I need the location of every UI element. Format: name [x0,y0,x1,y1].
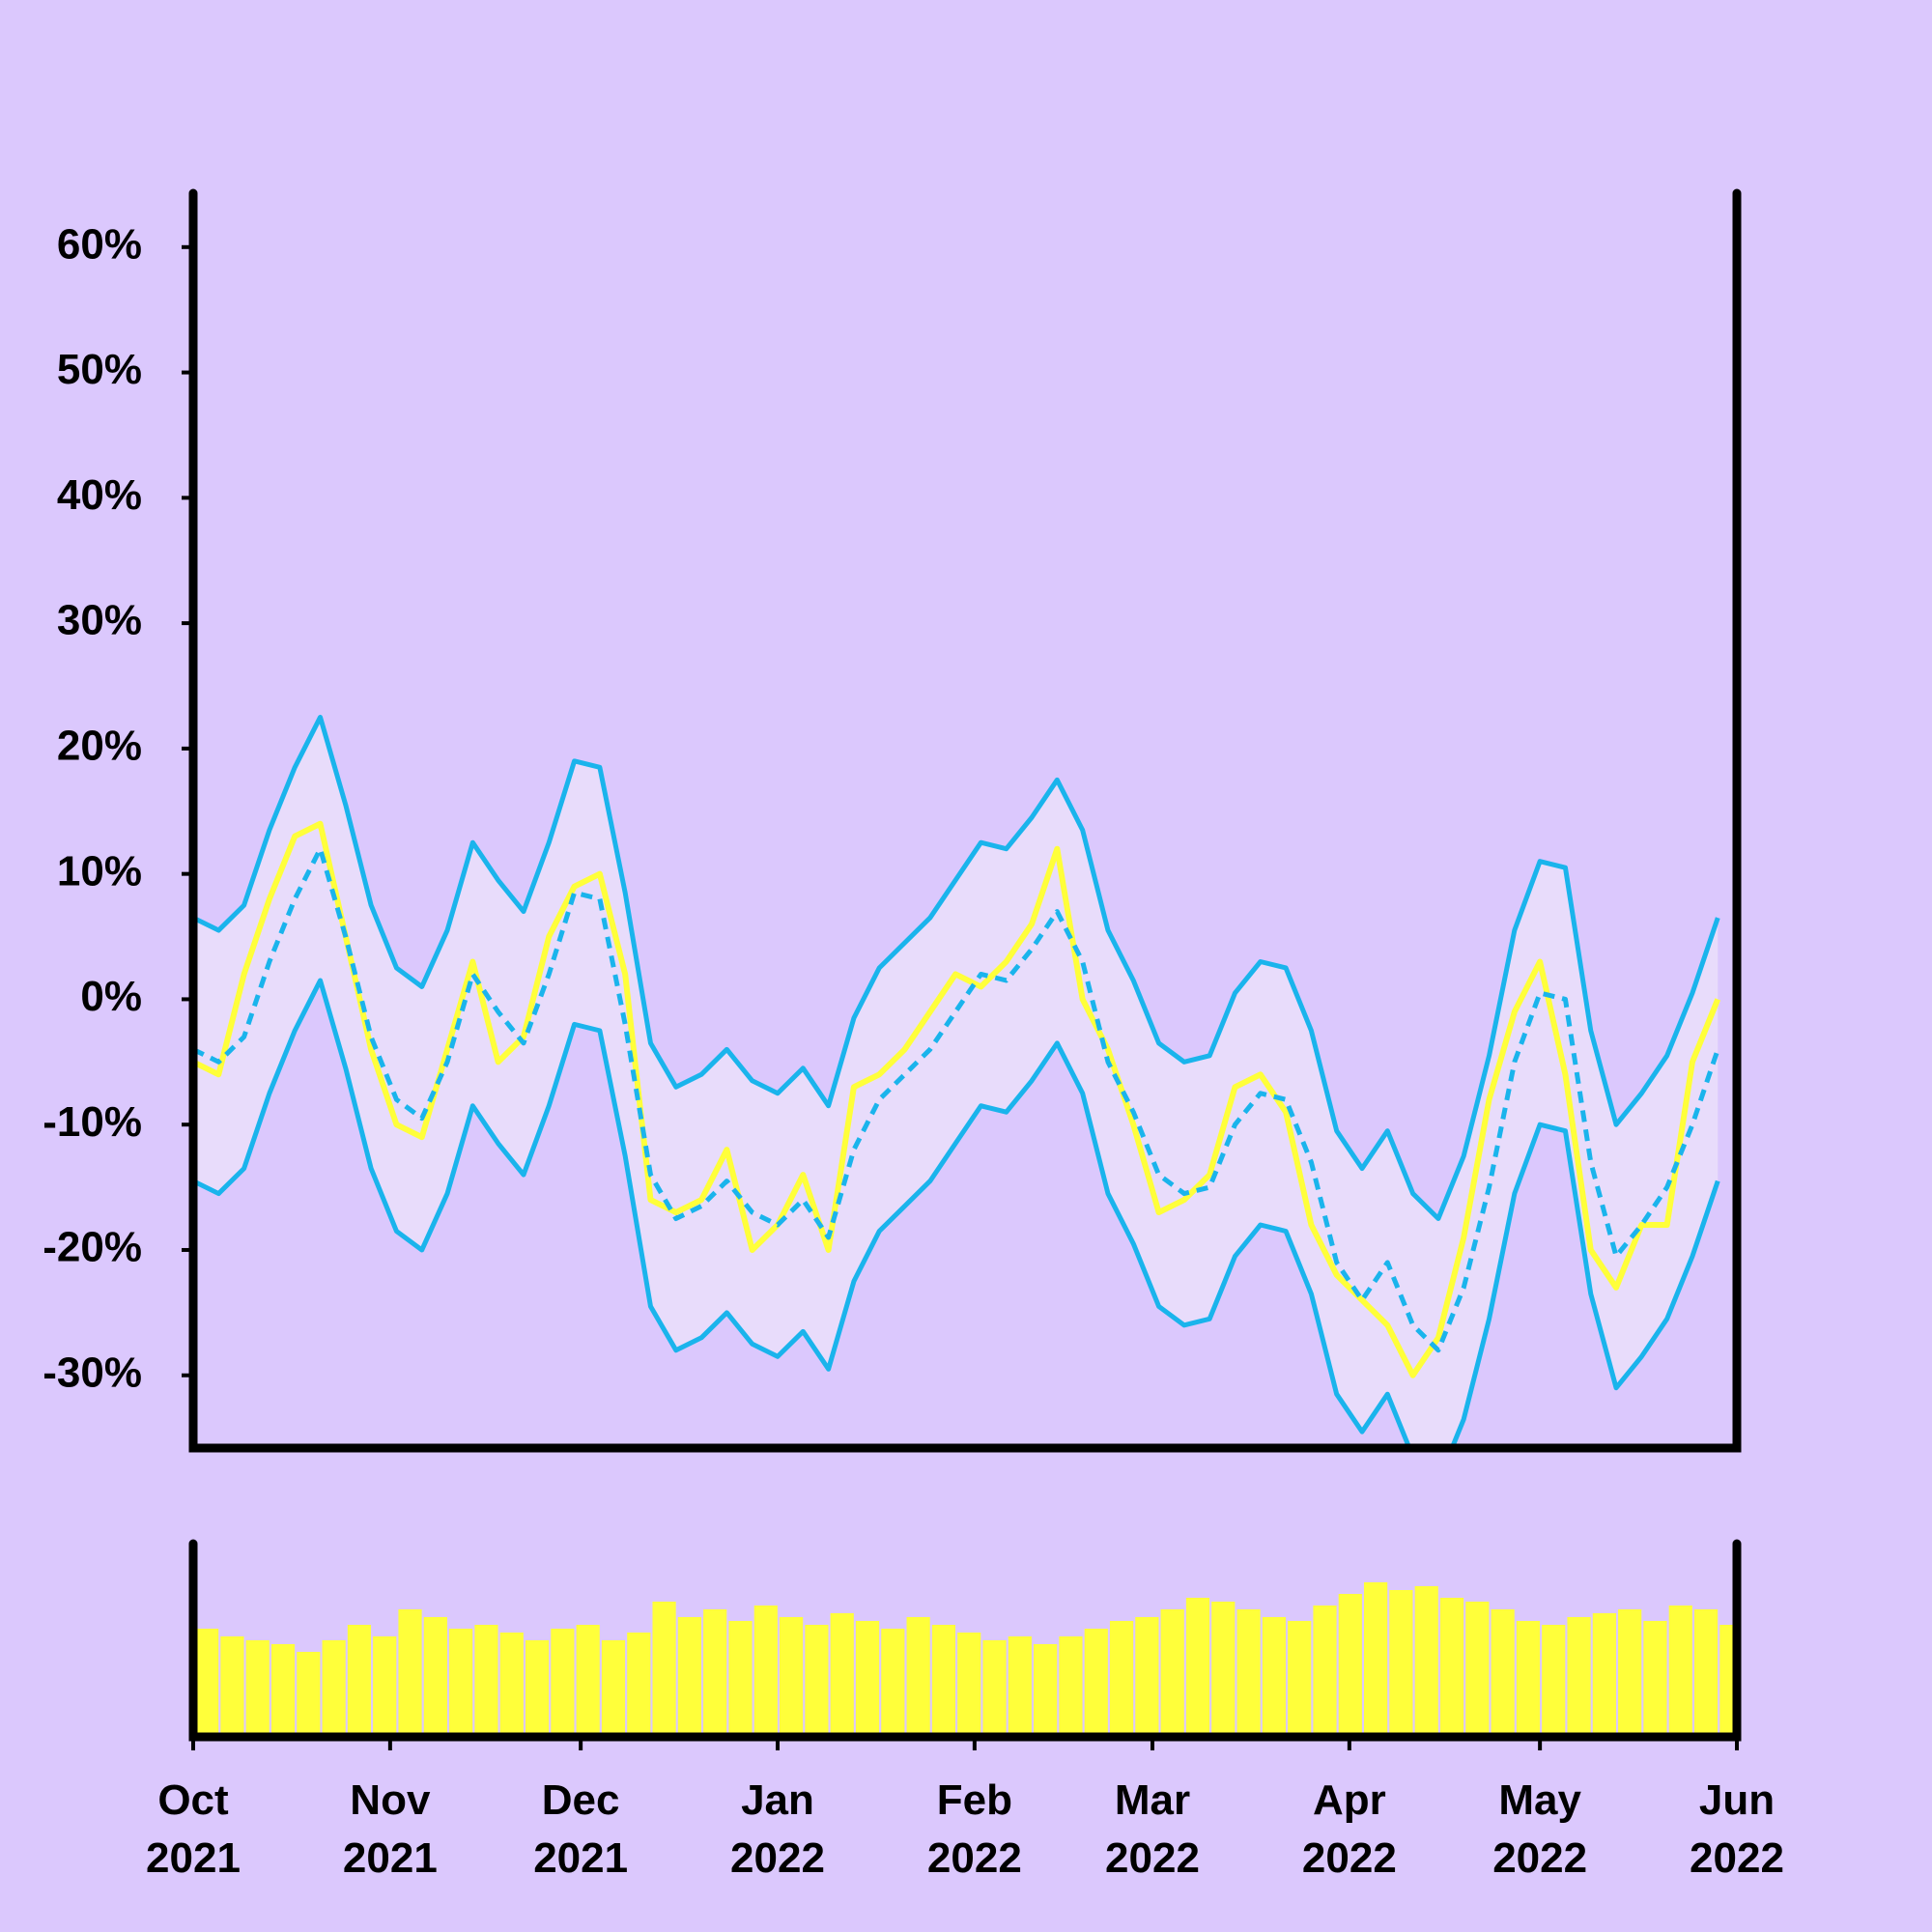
volume-bar [1592,1613,1616,1737]
volume-bar [1516,1621,1541,1737]
volume-bar [830,1613,854,1737]
volume-bar [449,1629,473,1737]
volume-bar [373,1636,397,1737]
volume-bar [1465,1602,1490,1737]
volume-bar [322,1640,346,1737]
volume-bar [703,1609,727,1737]
volume-bar [1643,1621,1667,1737]
price-line [193,820,1721,1378]
y-tick-label: 60% [57,220,142,268]
volume-bar [1693,1609,1719,1737]
volume-bar [297,1652,321,1737]
x-tick-label: Jan 2022 [730,1776,825,1882]
volume-bar [627,1633,651,1737]
volume-bar [881,1629,905,1737]
volume-bar [1313,1605,1337,1737]
y-tick-label: 0% [80,973,142,1020]
volume-bar [1185,1598,1210,1737]
volume-bar [982,1640,1007,1737]
volume-bar [1491,1609,1515,1737]
volume-bar [1414,1586,1438,1737]
volume-bar [1567,1617,1591,1737]
axis-frame [188,188,1742,1453]
volume-bar [347,1625,372,1737]
volume-bar [474,1625,498,1737]
volume-bar [780,1617,804,1737]
volume-bar [423,1617,447,1737]
volume-bar [652,1602,676,1737]
y-tick-label: 40% [57,471,142,519]
volume-bar [805,1625,829,1737]
volume-bar [1288,1621,1312,1737]
volume-bar [1211,1602,1236,1737]
x-tick-label: Jun 2022 [1690,1776,1784,1882]
x-tick-label: Oct 2021 [146,1776,241,1882]
volume-bar [1364,1582,1388,1737]
volume-bar [1439,1598,1464,1737]
volume-bar [906,1617,930,1737]
volume-bar [245,1640,270,1737]
volume-bar [1618,1609,1642,1737]
y-tick-label: 20% [57,723,142,770]
volume-bar [1668,1605,1692,1737]
y-tick-label: -20% [43,1224,142,1271]
volume-bar [1262,1617,1286,1737]
x-tick-label: Mar 2022 [1105,1776,1200,1882]
y-tick-label: 50% [57,346,142,393]
y-tick-label: -10% [43,1098,142,1146]
x-tick-label: Dec 2021 [533,1776,628,1882]
axis-frame [188,1539,1742,1742]
band-line [193,978,1720,1448]
volume-bar [195,1629,219,1737]
volume-bar [1034,1644,1058,1737]
y-tick-label: 30% [57,597,142,644]
y-tick-label: -30% [43,1349,142,1396]
volume-bar [1160,1609,1184,1737]
volume-bar [601,1640,626,1737]
volume-bar [728,1621,753,1737]
volume-bar [525,1640,550,1737]
volume-bar [753,1605,778,1737]
volume-bar [1084,1629,1108,1737]
volume-bar [1389,1590,1413,1737]
y-tick-label: 10% [57,847,142,895]
volume-bar [576,1625,600,1737]
volume-bar [499,1633,524,1737]
volume-bar [220,1636,244,1737]
volume-bar [1109,1621,1134,1737]
x-tick-label: Nov 2021 [343,1776,438,1882]
volume-bar [1135,1617,1159,1737]
plot-area [193,714,1721,1448]
volume-bar [677,1617,701,1737]
band-line [193,714,1720,1222]
volume-bar [1338,1594,1362,1737]
x-tick-label: Feb 2022 [927,1776,1022,1882]
volume-bar [1008,1636,1032,1737]
x-tick-label: May 2022 [1492,1776,1587,1882]
volume-bar [398,1609,422,1737]
volume-bar [1542,1625,1566,1737]
volume-bar [1059,1636,1083,1737]
volume-bar [551,1629,575,1737]
average-line [193,846,1720,1353]
volume-bar [957,1633,981,1737]
volume-bar [855,1621,880,1737]
volume-bar [931,1625,956,1737]
volume-bar [1236,1609,1261,1737]
x-tick-label: Apr 2022 [1302,1776,1397,1882]
volume-bar [270,1644,296,1737]
